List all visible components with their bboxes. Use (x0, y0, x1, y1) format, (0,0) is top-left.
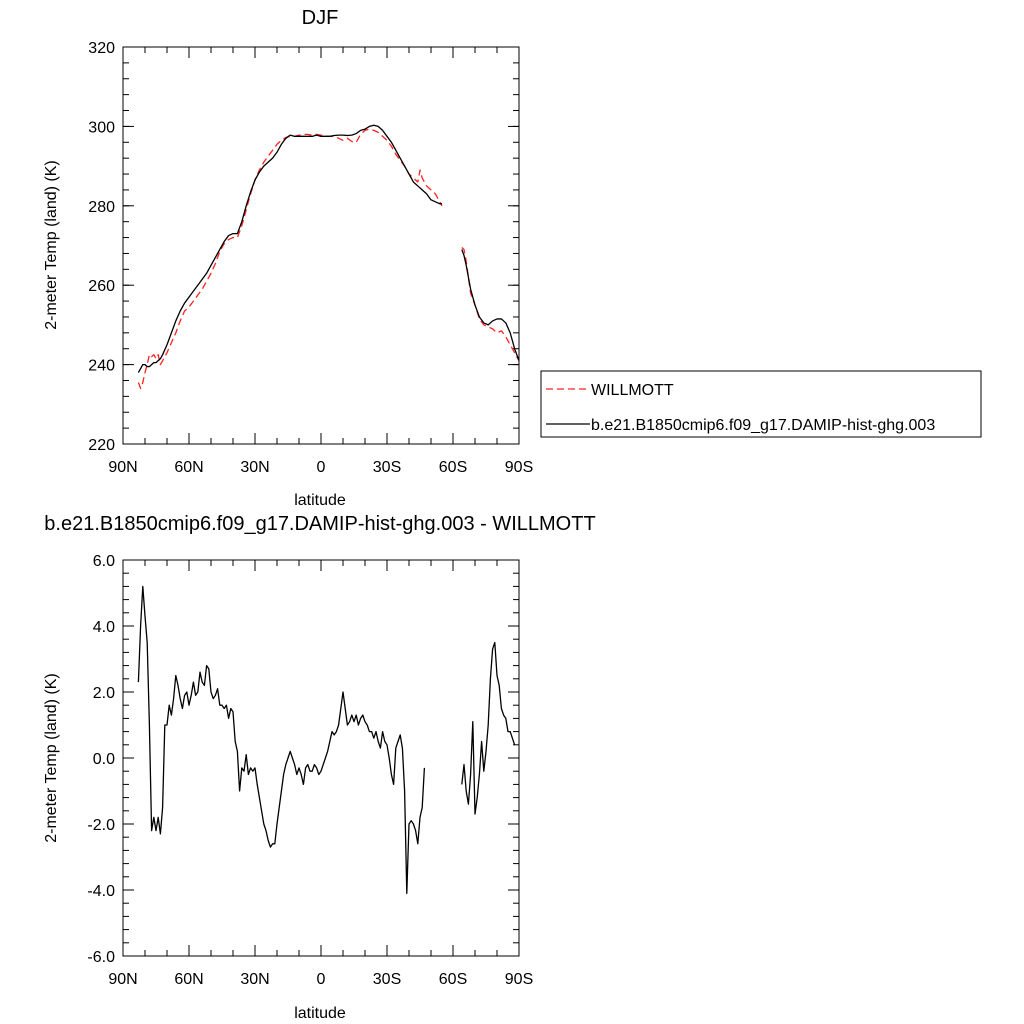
top-series-0-line-segment-1 (461, 247, 520, 361)
legend-label-willmott: WILLMOTT (591, 382, 674, 399)
bottom-y-axis-label: 2-meter Temp (land) (K) (43, 673, 60, 843)
top-panel: DJF 90N 60N 30N 0 30S 60S 90S 220 240 260 280 300 32… (43, 7, 533, 509)
top-y-tick-label: 320 (88, 40, 115, 57)
bottom-x-tick-label: 30N (240, 971, 269, 988)
top-x-tick-label: 90S (505, 459, 533, 476)
bottom-series-layer (137, 585, 516, 894)
top-y-tick-label: 280 (88, 199, 115, 216)
top-x-tick-label: 60N (174, 459, 203, 476)
top-y-tick-label: 220 (88, 437, 115, 454)
bottom-ticks: 90N 60N 30N 0 30S 60S 90S -6.0 -4.0 -2.0 0.0 2.0 4.0… (87, 553, 533, 988)
bottom-y-tick-label: 0.0 (93, 751, 115, 768)
top-series-layer (137, 124, 520, 390)
top-series-1-line-segment-0 (137, 124, 442, 373)
legend-box (540, 370, 982, 438)
legend-label-model: b.e21.B1850cmip6.f09_g17.DAMIP-hist-ghg.… (591, 417, 935, 434)
bottom-y-tick-label: -6.0 (87, 949, 115, 966)
top-x-tick-label: 90N (108, 459, 137, 476)
bottom-x-axis-label: latitude (294, 1005, 346, 1022)
top-series-0-line-segment-0 (137, 128, 443, 390)
top-series-1-line-segment-1 (461, 249, 520, 361)
top-y-tick-label: 240 (88, 358, 115, 375)
top-x-tick-label: 30N (240, 459, 269, 476)
bottom-x-tick-label: 0 (317, 971, 326, 988)
bottom-x-tick-label: 30S (373, 971, 401, 988)
top-x-tick-label: 30S (373, 459, 401, 476)
top-plot-frame (122, 46, 520, 445)
top-y-tick-label: 300 (88, 119, 115, 136)
bottom-y-tick-label: 6.0 (93, 553, 115, 570)
bottom-y-tick-label: -2.0 (87, 817, 115, 834)
bottom-chart-title: b.e21.B1850cmip6.f09_g17.DAMIP-hist-ghg.… (44, 513, 595, 535)
bottom-y-tick-label: 2.0 (93, 685, 115, 702)
top-x-tick-label: 60S (439, 459, 467, 476)
bottom-x-tick-label: 60N (174, 971, 203, 988)
top-ticks: 90N 60N 30N 0 30S 60S 90S 220 240 260 280 300 320 (88, 40, 533, 476)
bottom-x-tick-label: 90S (505, 971, 533, 988)
top-x-tick-label: 0 (317, 459, 326, 476)
bottom-x-tick-label: 60S (439, 971, 467, 988)
bottom-plot-frame (122, 559, 520, 957)
bottom-y-tick-label: -4.0 (87, 883, 115, 900)
top-chart-title: DJF (302, 7, 339, 29)
legend: WILLMOTT b.e21.B1850cmip6.f09_g17.DAMIP-… (540, 370, 982, 438)
top-y-tick-label: 260 (88, 278, 115, 295)
bottom-series-0-line-segment-0 (137, 585, 426, 894)
bottom-y-tick-label: 4.0 (93, 619, 115, 636)
bottom-panel: b.e21.B1850cmip6.f09_g17.DAMIP-hist-ghg.… (43, 513, 596, 1022)
bottom-series-0-line-segment-1 (461, 641, 516, 815)
bottom-x-tick-label: 90N (108, 971, 137, 988)
top-x-axis-label: latitude (294, 492, 346, 509)
top-y-axis-label: 2-meter Temp (land) (K) (43, 160, 60, 330)
